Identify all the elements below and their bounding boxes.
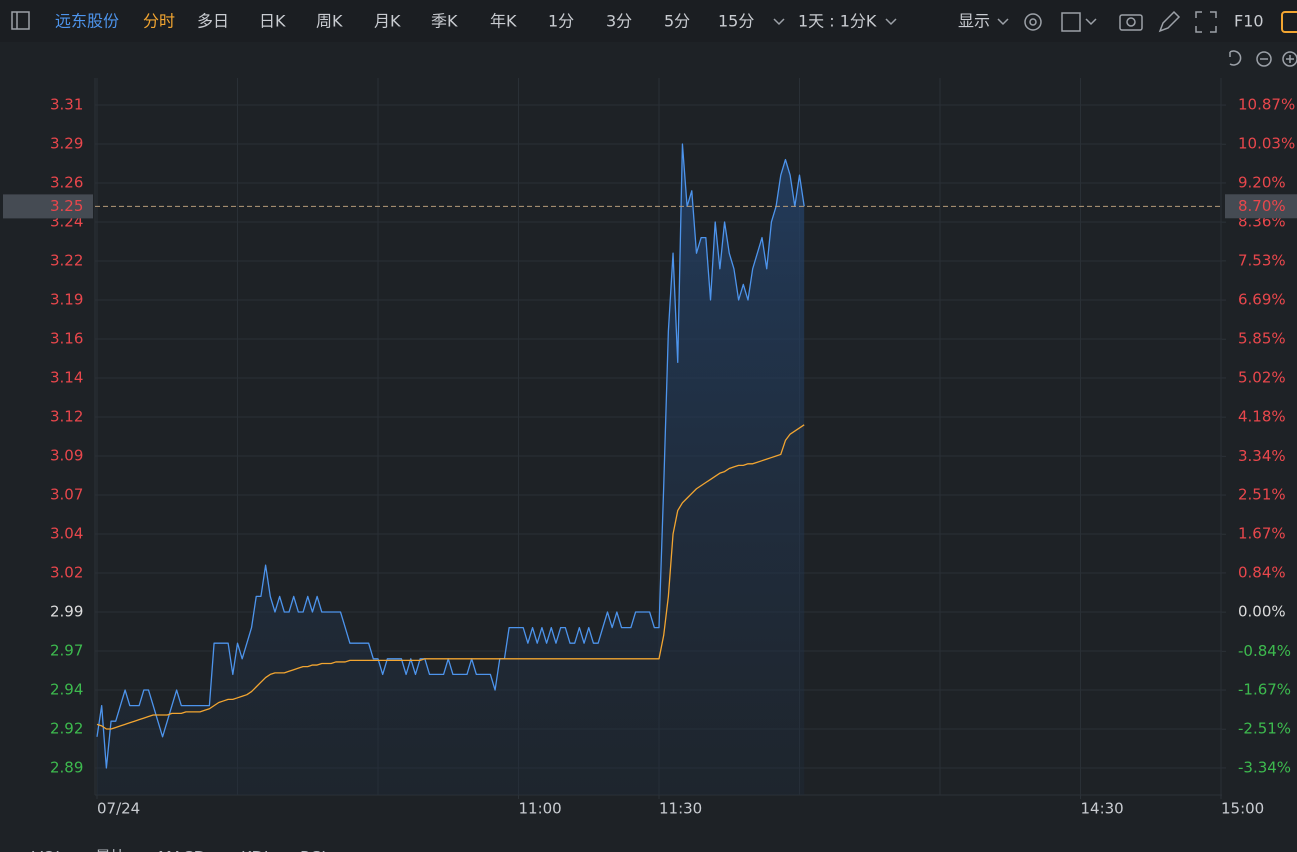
y-tick-label: 2.94 [50,681,83,699]
y-tick-label: 3.14 [50,368,83,386]
y2-tick-label: -3.34% [1238,758,1291,776]
y-tick-label: 3.16 [50,329,83,347]
price-line [96,143,805,769]
y-tick-label: 3.12 [50,407,83,425]
toolbar-tab[interactable]: 15分 [718,12,754,31]
toolbar-tab[interactable]: 日K [259,12,286,31]
y-tick-label: 2.99 [50,603,83,621]
y2-tick-label: 10.87% [1238,96,1295,114]
y-tick-label: 3.02 [50,564,83,582]
toolbar-tab[interactable]: 周K [316,12,343,31]
toolbar-tab[interactable]: 年K [490,12,517,31]
camera-icon[interactable] [1119,14,1143,31]
toolbar-tab[interactable]: 1分 [548,12,574,31]
square-icon[interactable] [1061,12,1081,32]
y2-tick-label: -1.67% [1238,681,1291,699]
chevron[interactable] [885,18,897,26]
indicator-tab[interactable]: RSI [300,848,326,852]
y-tick-label: 3.29 [50,134,83,152]
y2-tick-label: -2.51% [1238,720,1291,738]
toolbar-tab[interactable]: 3分 [606,12,632,31]
camera-lens [1126,17,1136,27]
y-tick-label: 2.97 [50,642,83,660]
stock-name[interactable]: 远东股份 [55,12,119,31]
period-selector[interactable]: 1天 : 1分K [798,12,877,31]
axis-labels: 07/24 11:00 11:30 14:30 15:00 3.31 3.29 3.26 3.2… [3,95,1297,818]
y2-tick-label: 5.85% [1238,330,1286,348]
y-tick-label: 3.04 [50,525,83,543]
last-price-box [3,194,93,219]
x-tick-label: 11:00 [519,800,562,818]
settings-icon-core [1029,18,1037,26]
average-line [96,424,805,730]
y2-tick-label: 0.00% [1238,603,1286,621]
toolbar-tab[interactable]: 季K [431,12,458,31]
indicator-tab[interactable]: MACD [158,848,206,852]
pen-icon[interactable] [1158,10,1181,33]
plot-marks [95,143,1222,796]
last-change-box [1225,194,1297,219]
toolbar-tab[interactable]: 多日 [197,12,229,31]
orange-button[interactable] [1281,11,1297,33]
x-tick-label: 14:30 [1081,800,1124,818]
y-tick-label: 3.26 [50,173,83,191]
zoom-in-plus [1286,55,1294,63]
last-change-label: 8.70% [1238,197,1286,215]
y2-tick-label: 3.34% [1238,447,1286,465]
y2-tick-label: 9.20% [1238,173,1286,191]
zoom-out-icon[interactable] [1256,51,1272,67]
chevron[interactable] [773,18,785,26]
toolbar [0,0,1297,42]
toolbar-tab[interactable]: 分时 [143,12,175,31]
f10-button[interactable]: F10 [1234,12,1264,31]
settings-icon[interactable] [1024,13,1042,31]
y2-tick-label: 5.02% [1238,368,1286,386]
x-tick-label: 15:00 [1221,800,1264,818]
y2-tick-label: 6.69% [1238,291,1286,309]
y-tick-label: 3.09 [50,447,83,465]
price-area [97,143,805,796]
zoom-in-icon[interactable] [1282,51,1297,67]
y2-tick-label: 7.53% [1238,251,1286,269]
y-tick-label: 3.31 [50,95,83,113]
y2-tick-label: 0.84% [1238,563,1286,581]
chevron[interactable] [1085,18,1097,26]
chevron[interactable] [997,18,1009,26]
y2-tick-label: -0.84% [1238,642,1291,660]
undo-icon[interactable] [1229,50,1242,66]
display-menu[interactable]: 显示 [958,12,990,31]
last-price-label: 3.25 [50,197,83,215]
y2-tick-label: 1.67% [1238,525,1286,543]
indicator-tab[interactable]: KDJ [241,848,269,852]
y2-tick-label: 4.18% [1238,408,1286,426]
y-tick-label: 3.07 [50,486,83,504]
y2-tick-label: 10.03% [1238,135,1295,153]
toolbar-tab[interactable]: 月K [374,12,401,31]
y-tick-label: 2.89 [50,759,83,777]
fullscreen-icon[interactable] [1195,11,1217,33]
indicator-tab[interactable]: VOL [32,848,64,852]
indicator-tab[interactable]: 量比 [95,848,127,852]
sidebar-toggle[interactable] [11,11,30,30]
x-tick-label: 07/24 [97,800,140,818]
y-tick-label: 3.19 [50,290,83,308]
y2-tick-label: 2.51% [1238,486,1286,504]
y-tick-label: 2.92 [50,720,83,738]
toolbar-tab[interactable]: 5分 [664,12,690,31]
x-tick-label: 11:30 [659,800,702,818]
y-tick-label: 3.22 [50,251,83,269]
